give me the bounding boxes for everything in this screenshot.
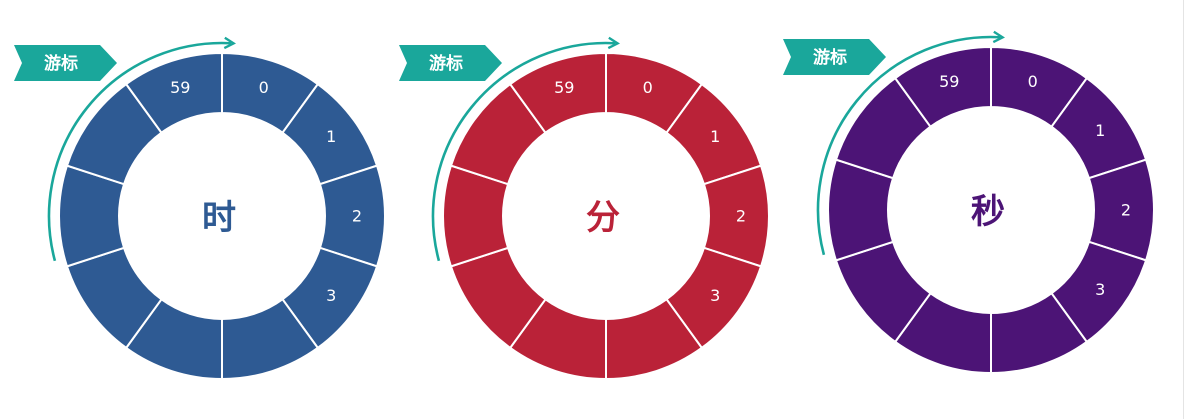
dial-second: 0 1 2 3 59 秒 游标 — [783, 30, 1155, 375]
dial-minute-segment-label: 2 — [736, 207, 746, 226]
dial-second-segment-label: 2 — [1121, 201, 1131, 220]
dial-hour-segment-label: 0 — [259, 78, 269, 97]
dial-hour-segment-label: 3 — [326, 286, 336, 305]
dial-second-center-label: 秒 — [971, 192, 1005, 232]
dial-hour-segment-label: 59 — [170, 78, 190, 97]
dial-second-cursor-tag-label: 游标 — [813, 47, 847, 68]
dial-minute-segment-label: 1 — [710, 127, 720, 146]
dial-hour-center-label: 时 — [202, 198, 236, 238]
dial-minute-segment-label: 0 — [643, 78, 653, 97]
dial-minute-segment-label: 3 — [710, 286, 720, 305]
dial-minute-cursor-tag — [399, 45, 502, 81]
dial-hour-segment-label: 1 — [326, 127, 336, 146]
dial-hour-cursor-tag — [14, 45, 117, 81]
dial-minute-segment — [508, 51, 607, 135]
dial-second-cursor-tag — [783, 39, 886, 75]
dial-hour-segment-label: 2 — [352, 207, 362, 226]
right-border — [1183, 0, 1184, 419]
dial-minute-center-label: 分 — [586, 198, 620, 238]
dial-minute-segment-label: 59 — [554, 78, 574, 97]
dial-minute-cursor-tag-label: 游标 — [429, 53, 463, 74]
dial-hour-cursor-arrow — [47, 36, 237, 262]
dial-second-segment-label: 3 — [1095, 280, 1105, 299]
dial-second-segment-label: 59 — [939, 72, 959, 91]
dial-second-segment-label: 1 — [1095, 121, 1105, 140]
dial-second-cursor-arrow — [816, 30, 1006, 256]
dial-hour-cursor-tag-label: 游标 — [44, 53, 78, 74]
dial-minute: 0 1 2 3 59 分 游标 — [399, 36, 770, 381]
dial-hour-segment — [124, 51, 223, 135]
dial-minute-cursor-arrow — [431, 36, 621, 262]
dial-second-segment — [893, 45, 992, 129]
dial-hour: 0 1 2 3 59 时 游标 — [14, 36, 386, 381]
dial-second-segment-label: 0 — [1028, 72, 1038, 91]
